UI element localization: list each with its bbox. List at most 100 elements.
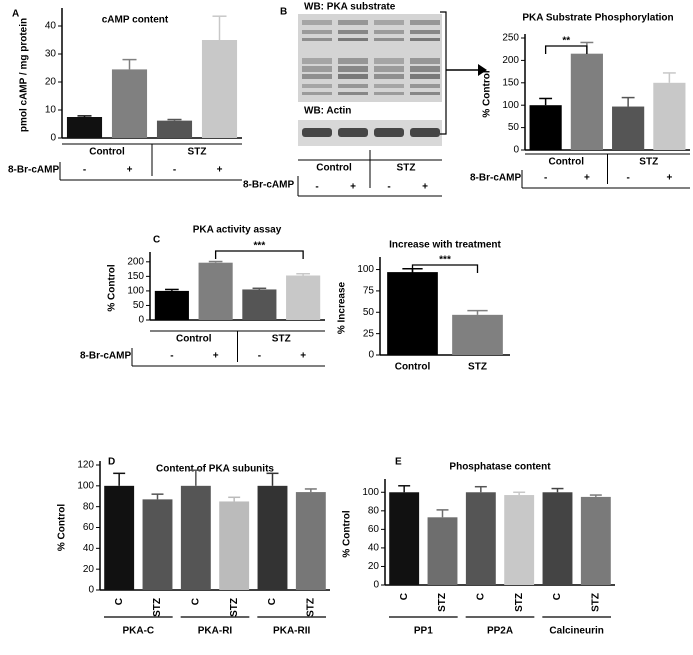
blot-band xyxy=(374,84,404,88)
y-tick-label: 150 xyxy=(502,77,519,88)
y-tick-label: 100 xyxy=(357,264,374,275)
bar xyxy=(286,275,321,320)
x-tick-label: STZ xyxy=(305,598,316,617)
blot-band xyxy=(374,38,404,41)
error-bar xyxy=(167,118,182,121)
x-tick-label: - xyxy=(315,182,318,193)
y-tick-label: 250 xyxy=(502,33,519,44)
error-bar xyxy=(398,485,411,493)
y-tick-label: 0 xyxy=(50,133,56,144)
blot-band xyxy=(410,30,440,34)
bar xyxy=(257,485,288,590)
x-tick-label: STZ xyxy=(468,362,487,373)
y-tick-label: 50 xyxy=(133,300,145,311)
chart-title: Increase with treatment xyxy=(389,240,501,251)
y-axis-label: % Control xyxy=(57,504,68,551)
y-tick-label: 20 xyxy=(45,77,57,88)
blot-band xyxy=(374,92,404,95)
blot-substrate xyxy=(298,14,442,102)
significance-bracket xyxy=(544,45,588,54)
x-tick-label: C xyxy=(114,598,125,605)
error-bar xyxy=(621,96,635,107)
bar xyxy=(580,496,611,585)
blot-label: WB: Actin xyxy=(304,106,351,117)
bar xyxy=(570,53,603,150)
error-bar xyxy=(589,494,602,497)
western-blot xyxy=(298,14,442,146)
bar xyxy=(542,492,573,585)
group-label: Calcineurin xyxy=(549,626,603,637)
blot-bracket xyxy=(440,11,447,135)
blot-band xyxy=(302,128,332,137)
row-label: 8-Br-cAMP xyxy=(470,173,521,184)
error-bar xyxy=(165,288,179,291)
blot-band xyxy=(410,58,440,64)
blot-band xyxy=(410,84,440,88)
blot-band xyxy=(338,58,368,64)
x-tick-label: - xyxy=(258,351,261,362)
y-tick-label: 120 xyxy=(77,460,94,471)
y-tick-label: 100 xyxy=(127,286,144,297)
blot-band xyxy=(338,84,368,88)
blot-band xyxy=(302,74,332,79)
blot-band xyxy=(338,128,368,137)
y-tick-label: 200 xyxy=(502,55,519,66)
significance-bracket xyxy=(411,264,479,273)
bar xyxy=(66,117,103,138)
y-tick-label: 150 xyxy=(127,271,144,282)
bar xyxy=(452,314,503,355)
y-axis-label: % Control xyxy=(482,70,493,117)
x-tick-label: - xyxy=(173,165,176,176)
blot-band xyxy=(302,92,332,95)
error-bar xyxy=(436,509,449,518)
error-bar xyxy=(189,469,202,486)
blot-band xyxy=(338,92,368,95)
error-bar xyxy=(208,260,223,263)
y-tick-label: 20 xyxy=(368,561,380,572)
y-tick-label: 60 xyxy=(368,524,380,535)
x-tick-label: + xyxy=(666,173,672,184)
row-label: 8-Br-cAMP xyxy=(243,180,294,191)
y-tick-label: 25 xyxy=(363,328,375,339)
error-bar xyxy=(212,15,227,40)
chart-title: PKA Substrate Phosphorylation xyxy=(522,13,673,24)
error-bar xyxy=(513,491,526,496)
x-tick-label: C xyxy=(267,598,278,605)
bar xyxy=(465,492,496,585)
y-tick-label: 0 xyxy=(373,580,379,591)
blot-band xyxy=(374,128,404,137)
y-tick-label: 20 xyxy=(83,564,95,575)
x-tick-label: C xyxy=(399,593,410,600)
blot-band xyxy=(410,92,440,95)
y-tick-label: 0 xyxy=(368,350,374,361)
y-tick-label: 100 xyxy=(362,487,379,498)
error-bar xyxy=(539,97,553,106)
blot-band xyxy=(374,74,404,79)
blot-band xyxy=(374,58,404,64)
row-label: 8-Br-cAMP xyxy=(8,165,59,176)
x-tick-label: STZ xyxy=(152,598,163,617)
blot-band xyxy=(410,66,440,72)
error-bar xyxy=(252,287,267,290)
x-tick-label: - xyxy=(387,182,390,193)
blot-band xyxy=(302,38,332,41)
y-tick-label: 0 xyxy=(513,145,519,156)
x-tick-label: C xyxy=(190,598,201,605)
panel-letter: E xyxy=(395,457,402,468)
blot-band xyxy=(374,66,404,72)
y-tick-label: 100 xyxy=(77,480,94,491)
y-axis-label: % Increase xyxy=(337,281,348,334)
blot-band xyxy=(338,74,368,79)
row-label: 8-Br-cAMP xyxy=(80,351,131,362)
group-label: PKA-C xyxy=(122,626,154,637)
panel-letter: D xyxy=(108,457,115,468)
x-tick-label: C xyxy=(475,593,486,600)
blot-band xyxy=(338,20,368,25)
x-tick-label: + xyxy=(350,182,356,193)
bar xyxy=(653,82,686,150)
group-label: STZ xyxy=(397,163,416,174)
panel-letter: A xyxy=(12,9,19,20)
x-tick-label: Control xyxy=(395,362,431,373)
blot-band xyxy=(302,84,332,88)
group-label: Control xyxy=(89,147,125,158)
